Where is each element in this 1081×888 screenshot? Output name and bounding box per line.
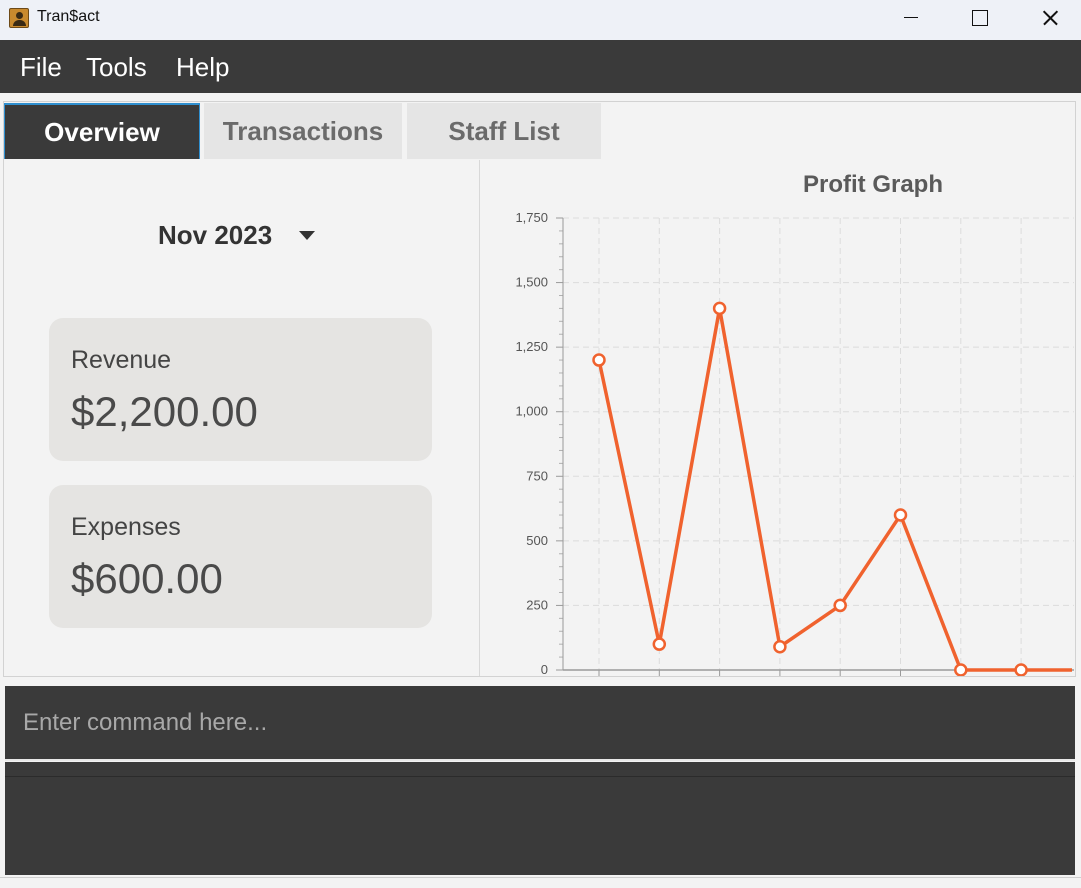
revenue-value: $2,200.00 bbox=[71, 388, 258, 435]
app-contact-icon bbox=[9, 8, 29, 28]
close-icon[interactable] bbox=[1014, 0, 1081, 36]
tab-overview[interactable]: Overview bbox=[4, 103, 200, 159]
menu-help[interactable]: Help bbox=[176, 52, 230, 82]
y-tick-label: 1,500 bbox=[515, 275, 548, 290]
month-selector[interactable]: Nov 2023 bbox=[158, 220, 328, 254]
data-point bbox=[592, 353, 606, 367]
y-tick-label: 750 bbox=[526, 468, 548, 483]
command-input[interactable] bbox=[5, 686, 1075, 759]
maximize-icon[interactable] bbox=[944, 0, 1014, 36]
y-tick-label: 250 bbox=[526, 597, 548, 612]
chart-title-wrap: Profit Graph bbox=[480, 171, 1076, 199]
title-bar: Tran$act bbox=[0, 0, 1081, 40]
data-point bbox=[712, 301, 727, 316]
chart-title: Profit Graph bbox=[802, 171, 943, 198]
data-point bbox=[652, 637, 667, 651]
menu-bar: File Tools Help bbox=[0, 40, 1081, 93]
data-point bbox=[954, 663, 968, 676]
data-point bbox=[893, 508, 908, 522]
data-point bbox=[773, 640, 787, 654]
expenses-value: $600.00 bbox=[71, 555, 223, 602]
status-strip bbox=[0, 877, 1081, 888]
command-box bbox=[5, 686, 1075, 759]
tab-transactions[interactable]: Transactions bbox=[204, 103, 402, 159]
chevron-down-icon[interactable] bbox=[299, 231, 315, 240]
expenses-label: Expenses bbox=[71, 513, 181, 541]
data-point bbox=[1014, 663, 1028, 676]
result-display bbox=[5, 762, 1075, 875]
revenue-card: Revenue $2,200.00 bbox=[49, 318, 432, 461]
y-tick-label: 1,750 bbox=[515, 210, 548, 225]
command-underline bbox=[5, 759, 1075, 761]
tab-staff-list[interactable]: Staff List bbox=[407, 103, 601, 159]
y-tick-label: 1,000 bbox=[515, 404, 548, 419]
month-selected-label: Nov 2023 bbox=[158, 220, 273, 250]
menu-file[interactable]: File bbox=[20, 52, 62, 82]
revenue-label: Revenue bbox=[71, 346, 172, 374]
expenses-card: Expenses $600.00 bbox=[49, 485, 432, 628]
profit-chart: 0 250 500 750 1,000 1,250 1,500 1,750 bbox=[515, 210, 1074, 676]
data-point bbox=[833, 598, 847, 613]
menu-tools[interactable]: Tools bbox=[86, 52, 147, 82]
y-tick-label: 500 bbox=[526, 533, 548, 548]
minimize-icon[interactable] bbox=[875, 0, 945, 36]
panel-divider bbox=[479, 160, 480, 676]
y-tick-label: 0 bbox=[541, 662, 548, 676]
series-line bbox=[597, 306, 1072, 672]
result-separator bbox=[5, 776, 1075, 777]
window-title: Tran$act bbox=[37, 8, 100, 25]
y-tick-label: 1,250 bbox=[515, 339, 548, 354]
